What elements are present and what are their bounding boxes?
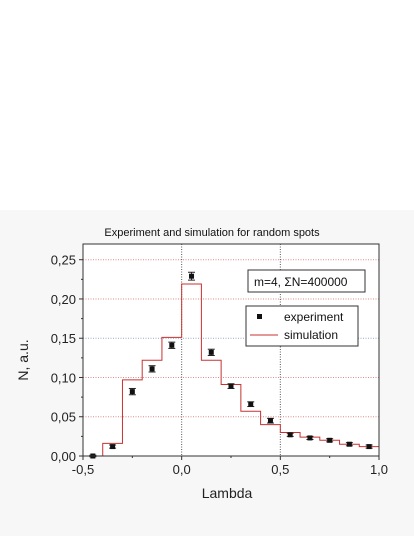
experiment-point [169,342,175,348]
y-tick-label: 0,25 [51,253,76,268]
experiment-point [287,432,293,438]
experiment-point [110,444,116,450]
experiment-point [366,444,372,450]
experiment-point [327,437,333,443]
experiment-point [208,349,214,355]
y-tick-label: 0,10 [51,370,76,385]
simulation-step-line [102,283,379,456]
experiment-point [149,366,155,372]
legend-experiment-marker [257,314,262,319]
legend-simulation-label: simulation [284,328,338,342]
x-axis-title: Lambda [202,485,253,501]
y-tick-label: 0,00 [51,449,76,464]
experiment-point [346,441,352,447]
x-tick-label: 1,0 [370,462,388,477]
chart-title: Experiment and simulation for random spo… [104,227,320,239]
experiment-point [129,389,135,395]
y-tick-label: 0,15 [51,331,76,346]
y-axis-title: N, a.u. [15,339,31,380]
experiment-point [189,273,195,279]
simulation-layer [102,283,379,456]
annotation-box: m=4, ΣN=400000 [247,269,366,293]
x-tick-label: 0,0 [173,462,191,477]
experiment-point [228,383,234,389]
legend: experiment simulation [245,305,359,347]
experiment-point [267,418,273,424]
experiment-point [307,435,313,441]
legend-experiment-label: experiment [284,310,344,324]
experiment-point [248,401,254,407]
tick-layer: 0,00 0,05 0,10 0,15 0,20 0,25 -0,5 0,0 0,5 1,0 [51,253,388,477]
y-tick-label: 0,05 [51,410,76,425]
x-tick-label: -0,5 [72,462,94,477]
y-tick-label: 0,20 [51,292,76,307]
x-tick-label: 0,5 [271,462,289,477]
annotation-text: m=4, ΣN=400000 [254,275,348,289]
experiment-layer [89,271,373,459]
